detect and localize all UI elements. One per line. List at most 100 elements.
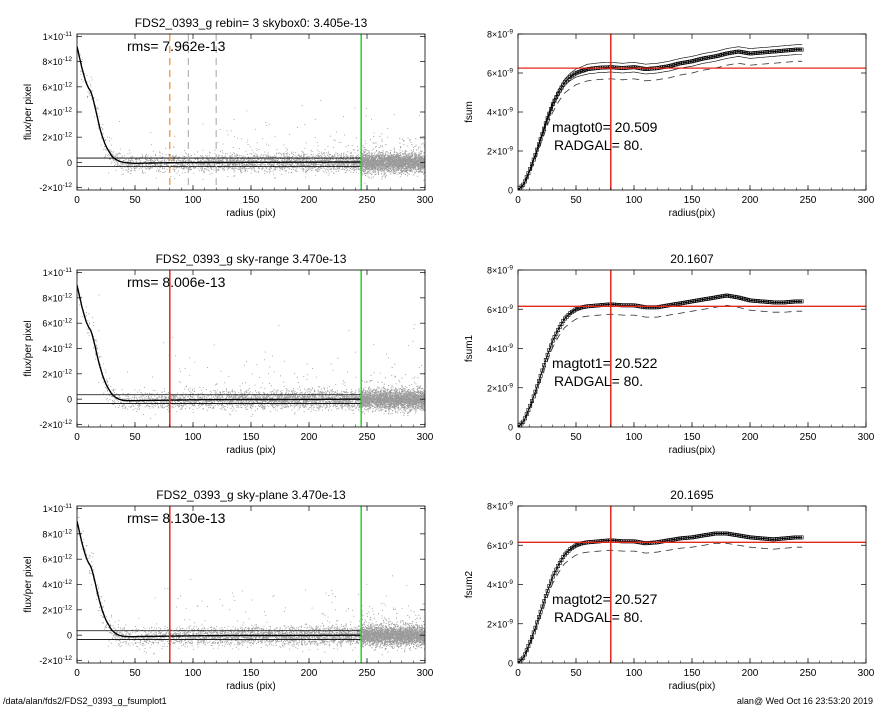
scatter-point <box>98 116 100 117</box>
scatter-point <box>229 155 231 157</box>
scatter-point <box>155 163 157 165</box>
scatter-point <box>264 158 265 160</box>
scatter-point <box>314 166 316 168</box>
scatter-point <box>272 156 274 158</box>
scatter-point <box>328 164 329 166</box>
scatter-point <box>310 161 311 162</box>
scatter-point <box>185 164 187 166</box>
scatter-point <box>81 59 83 61</box>
scatter-point <box>135 161 137 163</box>
scatter-point <box>143 161 145 163</box>
scatter-point <box>253 160 254 161</box>
scatter-point <box>277 159 279 160</box>
scatter-point <box>398 170 400 171</box>
scatter-point <box>352 163 354 165</box>
scatter-point <box>246 141 248 143</box>
scatter-point <box>286 161 288 162</box>
scatter-point <box>289 158 291 159</box>
scatter-point <box>200 156 202 158</box>
scatter-point <box>383 155 385 157</box>
scatter-point <box>317 159 319 161</box>
scatter-point <box>289 165 291 167</box>
scatter-point <box>329 154 331 155</box>
scatter-point <box>257 156 258 158</box>
scatter-point <box>166 168 168 170</box>
scatter-point <box>295 152 297 154</box>
scatter-point <box>146 159 147 161</box>
scatter-point <box>280 167 282 169</box>
scatter-point <box>351 152 352 154</box>
scatter-point <box>416 163 418 165</box>
scatter-point <box>218 169 220 171</box>
scatter-point <box>393 165 395 167</box>
scatter-point <box>312 154 314 156</box>
scatter-point <box>242 164 244 166</box>
scatter-point <box>277 163 278 164</box>
scatter-point <box>246 110 248 112</box>
scatter-point <box>222 150 223 151</box>
scatter-point <box>234 164 236 166</box>
scatter-point <box>227 165 229 166</box>
scatter-point <box>344 172 346 174</box>
scatter-point <box>305 162 307 164</box>
scatter-point <box>301 164 303 165</box>
scatter-point <box>396 153 398 155</box>
scatter-point <box>284 164 286 166</box>
scatter-point <box>209 173 211 175</box>
scatter-point <box>412 153 414 155</box>
scatter-point <box>281 153 283 155</box>
scatter-point <box>256 160 258 161</box>
scatter-point <box>161 160 163 162</box>
scatter-point <box>111 161 113 163</box>
scatter-point <box>334 139 336 141</box>
scatter-point <box>275 159 277 161</box>
scatter-point <box>159 152 161 154</box>
scatter-point <box>308 158 310 160</box>
scatter-point <box>339 166 341 168</box>
scatter-point <box>202 167 203 169</box>
scatter-point <box>422 165 423 167</box>
scatter-point <box>280 158 282 160</box>
scatter-point <box>270 156 272 158</box>
scatter-point <box>312 164 314 166</box>
scatter-point <box>119 165 121 167</box>
scatter-point <box>361 173 363 175</box>
scatter-point <box>100 137 102 139</box>
scatter-point <box>337 155 339 157</box>
scatter-point <box>273 160 275 162</box>
scatter-point <box>249 168 251 169</box>
scatter-point <box>253 164 255 166</box>
scatter-point <box>410 155 412 157</box>
scatter-point <box>242 160 244 162</box>
scatter-point <box>337 159 339 161</box>
scatter-point <box>131 158 133 160</box>
scatter-point <box>102 128 104 130</box>
scatter-point <box>260 159 262 161</box>
scatter-point <box>122 167 123 169</box>
scatter-point <box>128 164 130 166</box>
scatter-point <box>311 163 313 165</box>
scatter-point <box>277 163 279 165</box>
scatter-point <box>292 156 294 158</box>
scatter-point <box>423 179 425 181</box>
scatter-point <box>321 151 323 153</box>
scatter-point <box>269 159 271 161</box>
scatter-point <box>395 160 397 162</box>
scatter-point <box>84 79 86 81</box>
scatter-point <box>145 156 147 158</box>
scatter-point <box>388 157 389 159</box>
scatter-point <box>138 168 140 170</box>
scatter-point <box>375 158 376 160</box>
scatter-point <box>408 161 410 163</box>
scatter-point <box>236 160 237 162</box>
scatter-point <box>394 156 396 158</box>
scatter-point <box>415 152 417 154</box>
scatter-point <box>354 162 356 164</box>
scatter-point <box>195 167 197 169</box>
scatter-point <box>347 165 349 167</box>
scatter-point <box>420 164 421 166</box>
scatter-point <box>228 165 230 166</box>
scatter-point <box>282 158 284 160</box>
scatter-point <box>398 157 400 159</box>
scatter-point <box>357 154 358 156</box>
